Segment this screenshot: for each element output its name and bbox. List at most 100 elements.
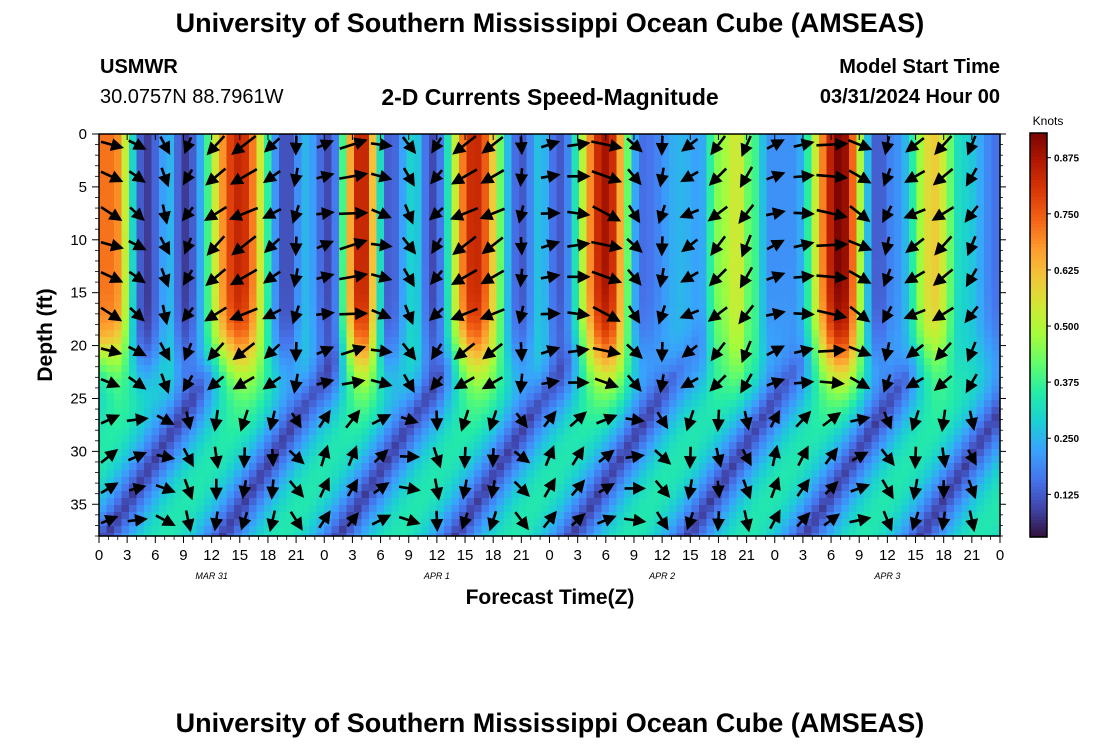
heatmap-cell (271, 400, 280, 408)
heatmap-cell (271, 386, 280, 394)
heatmap-cell (646, 134, 655, 142)
heatmap-cell (249, 477, 258, 485)
heatmap-cell (226, 372, 235, 380)
heatmap-cell (129, 435, 138, 443)
heatmap-cell (586, 155, 595, 163)
heatmap-cell (549, 253, 558, 261)
heatmap-cell (211, 365, 220, 373)
heatmap-cell (309, 176, 318, 184)
heatmap-cell (421, 386, 430, 394)
heatmap-cell (646, 428, 655, 436)
heatmap-cell (616, 281, 625, 289)
heatmap-cell (646, 141, 655, 149)
heatmap-cell (399, 386, 408, 394)
heatmap-cell (256, 330, 265, 338)
heatmap-cell (444, 295, 453, 303)
heatmap-cell (384, 358, 393, 366)
heatmap-cell (174, 316, 183, 324)
heatmap-cell (504, 463, 513, 471)
heatmap-cell (301, 526, 310, 534)
heatmap-cell (534, 267, 543, 275)
heatmap-cell (496, 358, 505, 366)
heatmap-cell (414, 155, 423, 163)
heatmap-cell (211, 302, 220, 310)
heatmap-cell (309, 337, 318, 345)
heatmap-cell (556, 428, 565, 436)
heatmap-cell (639, 239, 648, 247)
heatmap-cell (504, 169, 513, 177)
heatmap-cell (594, 141, 603, 149)
heatmap-cell (511, 435, 520, 443)
heatmap-cell (339, 365, 348, 373)
heatmap-cell (264, 498, 273, 506)
heatmap-cell (376, 162, 385, 170)
heatmap-cell (384, 505, 393, 513)
heatmap-cell (669, 253, 678, 261)
heatmap-cell (661, 470, 670, 478)
heatmap-cell (339, 470, 348, 478)
heatmap-cell (541, 456, 550, 464)
heatmap-cell (646, 400, 655, 408)
heatmap-cell (459, 400, 468, 408)
heatmap-cell (541, 148, 550, 156)
heatmap-cell (301, 372, 310, 380)
heatmap-cell (376, 197, 385, 205)
heatmap-cell (151, 246, 160, 254)
heatmap-cell (406, 288, 415, 296)
heatmap-cell (534, 204, 543, 212)
heatmap-cell (601, 260, 610, 268)
heatmap-cell (151, 421, 160, 429)
heatmap-cell (339, 134, 348, 142)
heatmap-cell (121, 512, 130, 520)
heatmap-cell (271, 372, 280, 380)
heatmap-cell (174, 519, 183, 527)
heatmap-cell (151, 435, 160, 443)
heatmap-cell (204, 253, 213, 261)
heatmap-cell (204, 204, 213, 212)
heatmap-cell (646, 344, 655, 352)
heatmap-cell (361, 456, 370, 464)
heatmap-cell (436, 225, 445, 233)
heatmap-cell (196, 197, 205, 205)
heatmap-cell (151, 211, 160, 219)
heatmap-cell (684, 365, 693, 373)
heatmap-cell (684, 281, 693, 289)
heatmap-cell (654, 134, 663, 142)
heatmap-cell (354, 288, 363, 296)
heatmap-cell (421, 379, 430, 387)
heatmap-cell (661, 498, 670, 506)
heatmap-cell (676, 526, 685, 534)
heatmap-cell (204, 344, 213, 352)
heatmap-cell (511, 155, 520, 163)
heatmap-cell (166, 246, 175, 254)
heatmap-cell (331, 365, 340, 373)
heatmap-cell (579, 162, 588, 170)
heatmap-cell (511, 400, 520, 408)
heatmap-cell (234, 225, 243, 233)
heatmap-cell (586, 533, 595, 537)
heatmap-cell (564, 442, 573, 450)
heatmap-cell (294, 197, 303, 205)
heatmap-cell (136, 358, 145, 366)
heatmap-cell (301, 477, 310, 485)
heatmap-cell (691, 141, 700, 149)
heatmap-cell (684, 302, 693, 310)
heatmap-cell (459, 442, 468, 450)
heatmap-cell (361, 351, 370, 359)
heatmap-cell (489, 267, 498, 275)
heatmap-cell (301, 330, 310, 338)
heatmap-cell (174, 435, 183, 443)
heatmap-cell (616, 253, 625, 261)
heatmap-cell (136, 155, 145, 163)
heatmap-cell (489, 435, 498, 443)
heatmap-cell (106, 365, 115, 373)
heatmap-cell (301, 218, 310, 226)
heatmap-cell (226, 134, 235, 142)
heatmap-cell (219, 218, 228, 226)
heatmap-cell (646, 463, 655, 471)
heatmap-cell (219, 253, 228, 261)
heatmap-cell (429, 393, 438, 401)
heatmap-cell (279, 393, 288, 401)
heatmap-cell (256, 176, 265, 184)
heatmap-cell (481, 358, 490, 366)
